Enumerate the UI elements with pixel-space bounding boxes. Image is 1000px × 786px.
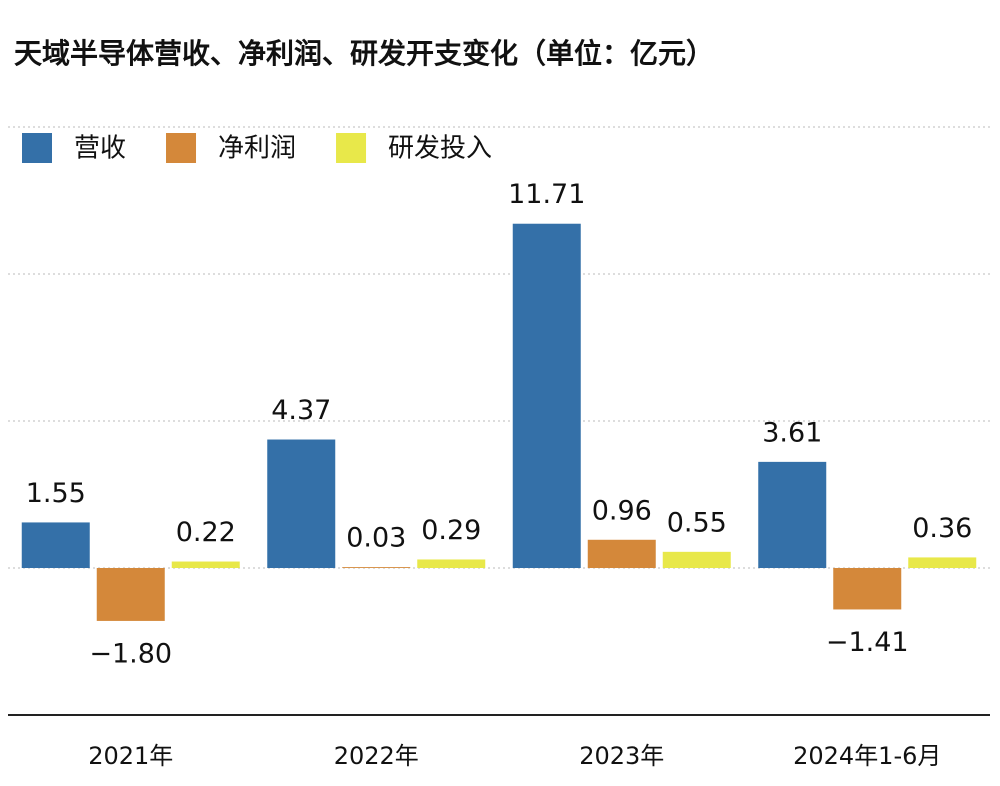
value-label: 0.36 [912,513,972,544]
legend-label: 研发投入 [388,134,492,164]
value-label: 0.29 [421,515,481,546]
value-label: 4.37 [271,395,331,426]
value-label: 0.22 [176,517,236,548]
legend-label: 营收 [74,134,126,164]
bar [267,439,336,568]
bar [171,561,240,568]
bar [342,567,411,568]
x-tick-label: 2022年 [334,742,419,770]
legend-swatch [166,133,197,163]
legend-swatch [336,133,367,163]
bar [512,223,581,568]
x-tick-label: 2024年1-6月 [793,742,941,770]
x-tick-label: 2021年 [88,742,173,770]
chart-title: 天域半导体营收、净利润、研发开支变化（单位：亿元） [14,37,714,70]
legend-swatch [22,133,52,163]
value-label: 0.96 [592,495,652,526]
legend-label: 净利润 [218,134,296,164]
bar [833,568,902,610]
value-label: −1.41 [826,627,909,658]
value-label: 1.55 [26,478,86,509]
bar [21,522,90,568]
bar [96,568,165,621]
value-label: 0.55 [667,507,727,538]
bar [908,557,977,568]
value-label: −1.80 [89,638,172,669]
value-label: 0.03 [346,523,406,554]
bar [662,551,731,568]
value-label: 11.71 [508,179,585,210]
bar [587,539,656,568]
bar [417,559,486,568]
bar [758,461,827,568]
value-label: 3.61 [762,417,822,448]
x-tick-label: 2023年 [579,742,664,770]
